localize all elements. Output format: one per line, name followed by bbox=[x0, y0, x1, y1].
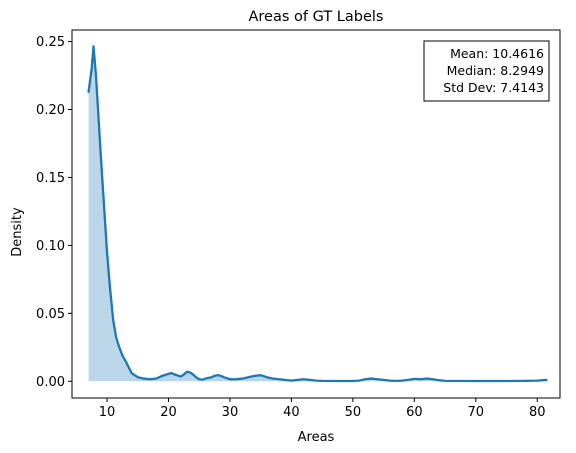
y-tick-label: 0.00 bbox=[36, 375, 65, 390]
stats-box: Mean: 10.4616 Median: 8.2949 Std Dev: 7.41… bbox=[423, 40, 550, 102]
y-tick-label: 0.15 bbox=[36, 171, 65, 186]
x-tick-label: 20 bbox=[160, 405, 177, 420]
y-tick-label: 0.10 bbox=[36, 239, 65, 254]
chart-title: Areas of GT Labels bbox=[249, 9, 384, 25]
stats-line: Median: 8.2949 bbox=[447, 63, 544, 78]
stats-line: Std Dev: 7.4143 bbox=[443, 80, 544, 95]
plot-area bbox=[87, 45, 548, 383]
x-tick-label: 50 bbox=[345, 405, 362, 420]
x-tick-label: 80 bbox=[529, 405, 546, 420]
axes-frame bbox=[71, 29, 561, 399]
y-tick-label: 0.25 bbox=[36, 35, 65, 50]
x-tick-label: 40 bbox=[283, 405, 300, 420]
x-axis-label: Areas bbox=[298, 430, 335, 445]
y-tick-label: 0.20 bbox=[36, 103, 65, 118]
x-tick-label: 10 bbox=[99, 405, 116, 420]
y-tick-label: 0.05 bbox=[36, 307, 65, 322]
x-tick-label: 70 bbox=[468, 405, 485, 420]
x-tick-label: 60 bbox=[406, 405, 423, 420]
density-line bbox=[87, 45, 548, 383]
stats-line: Mean: 10.4616 bbox=[450, 46, 544, 61]
y-axis-label: Density bbox=[10, 207, 25, 257]
stats-box-frame bbox=[423, 40, 550, 102]
axes: 10 20 30 40 50 60 70 80 0.00 0.05 0.10 0.15 0.20 0.25 bbox=[36, 29, 561, 420]
x-tick-label: 30 bbox=[222, 405, 239, 420]
